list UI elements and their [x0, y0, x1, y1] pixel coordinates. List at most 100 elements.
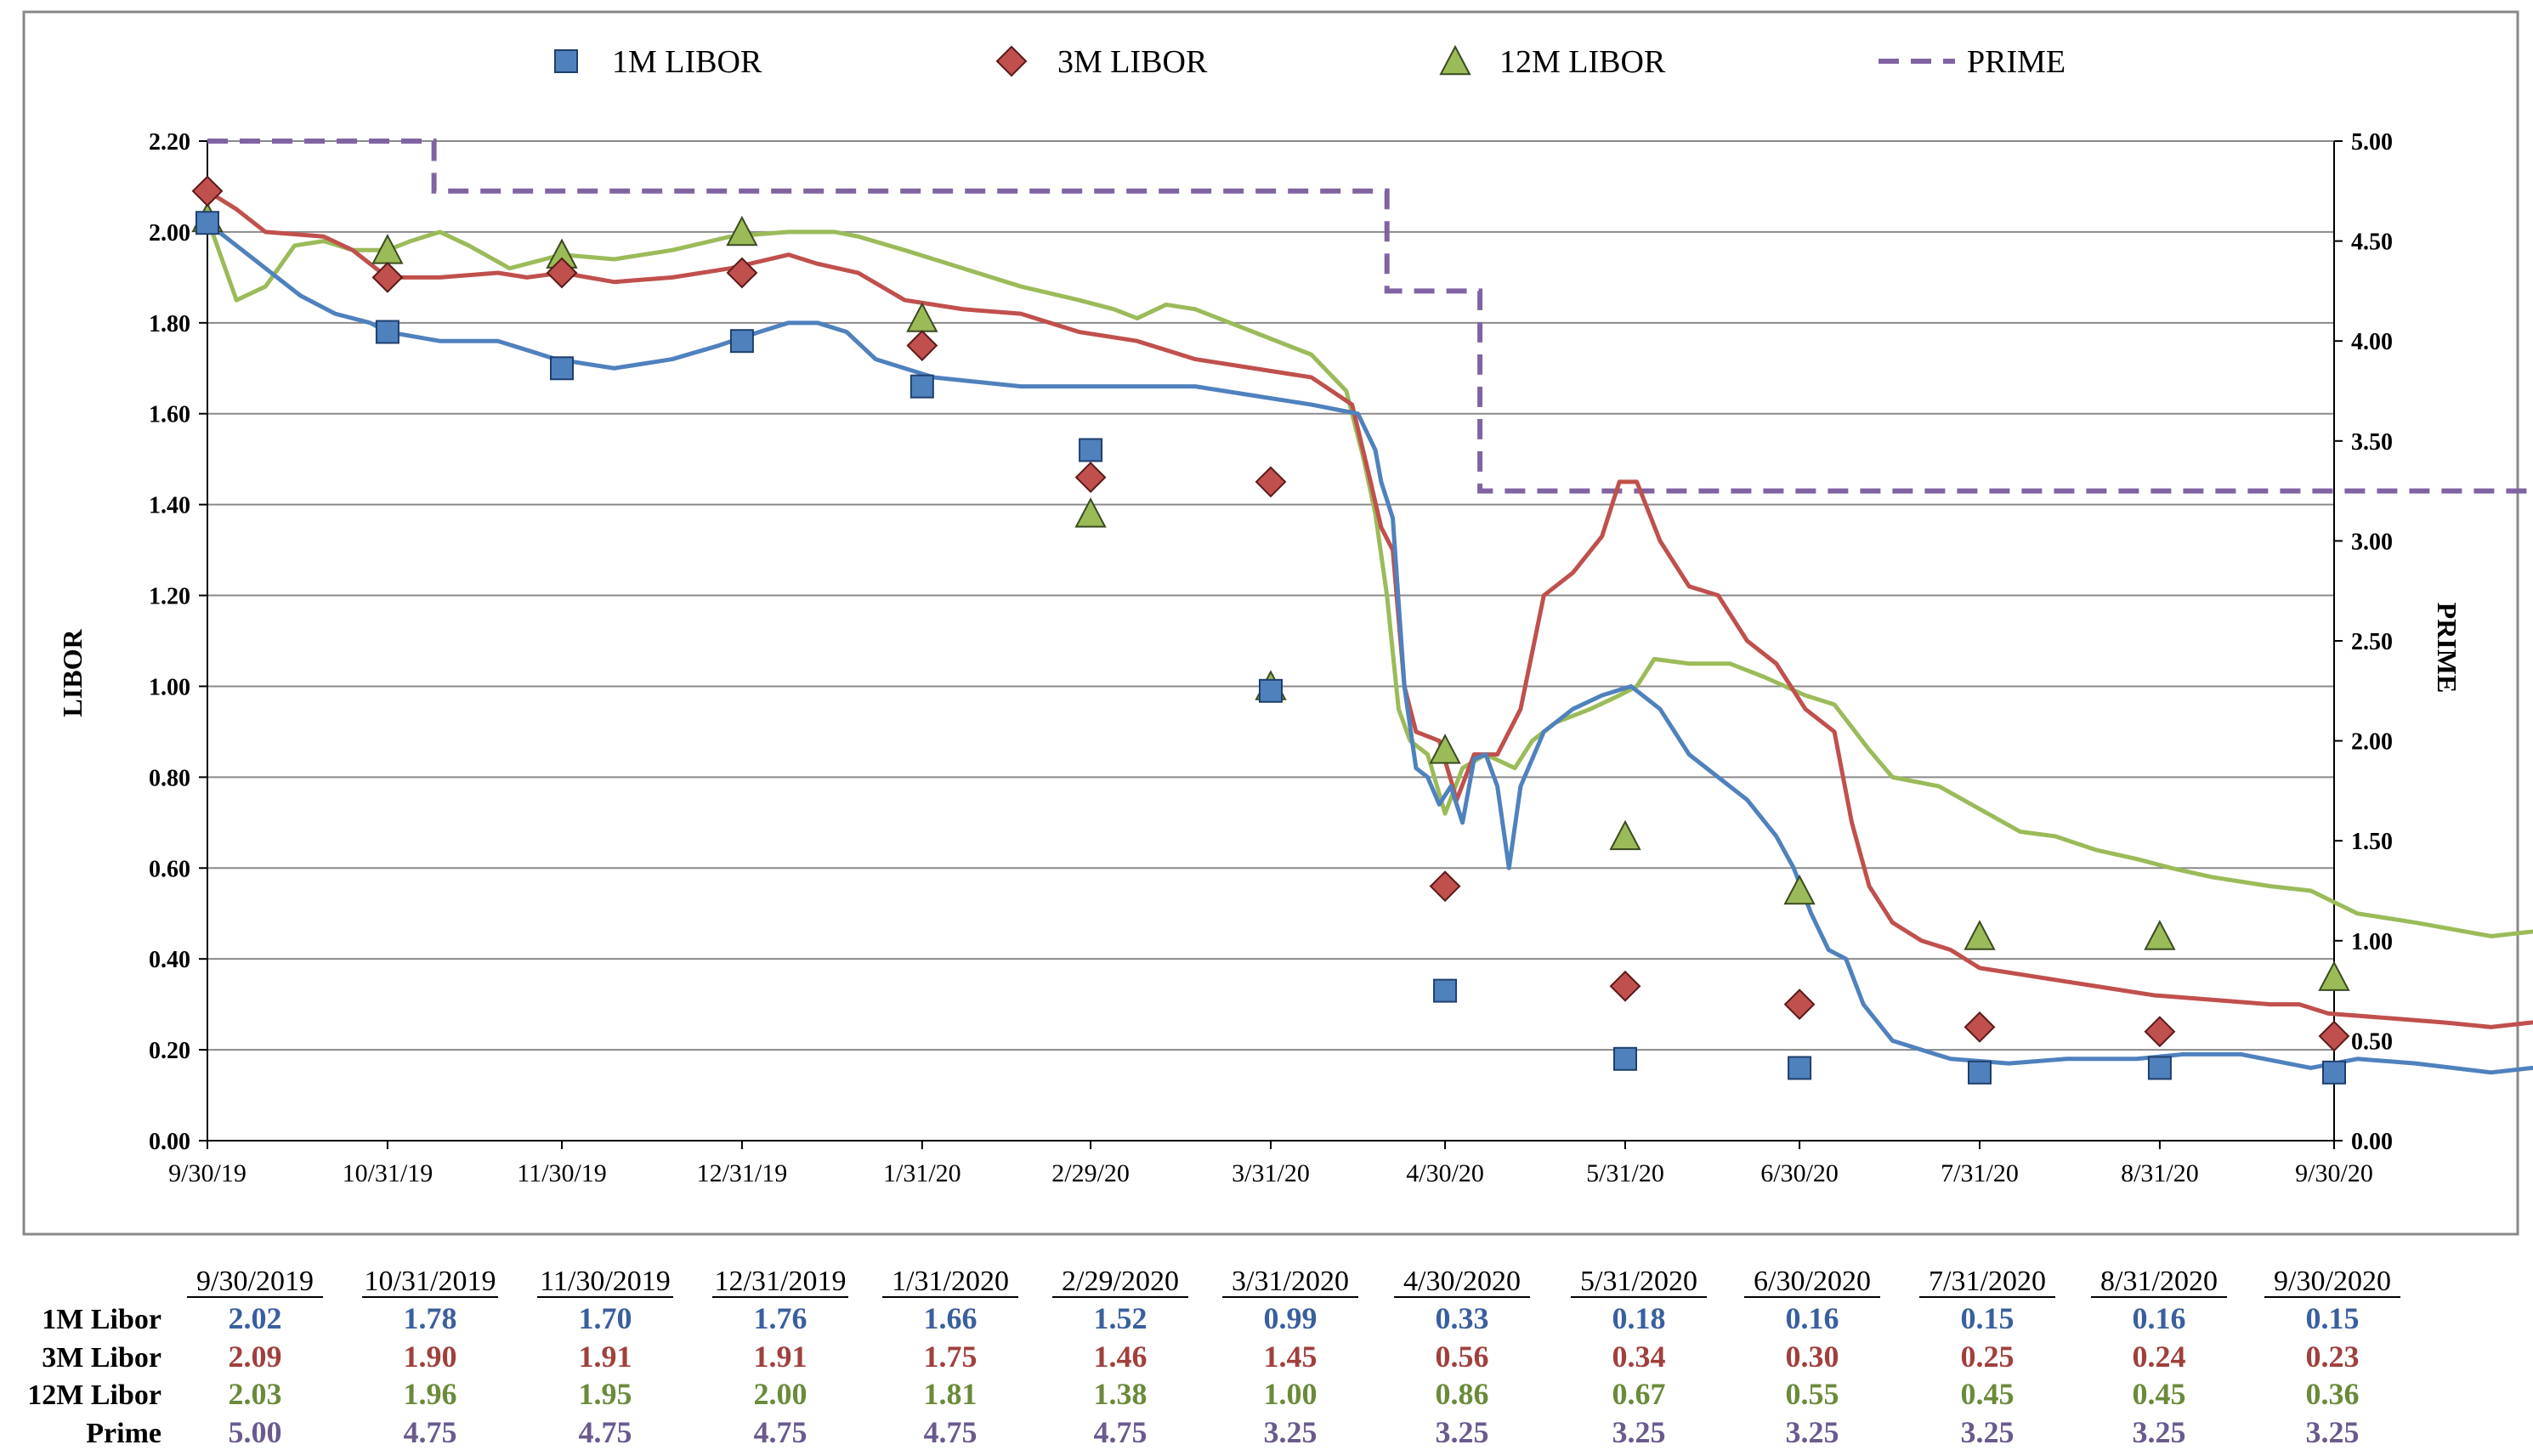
table-cell: 0.99 [1264, 1301, 1318, 1335]
table-cell: 0.55 [1786, 1377, 1839, 1411]
x-tick-label: 1/31/20 [883, 1159, 961, 1187]
table-cell: 1.46 [1094, 1340, 1148, 1374]
table-cell: 3.25 [2133, 1415, 2186, 1449]
table-row-label: 12M Libor [27, 1380, 162, 1411]
legend-label: 3M LIBOR [1057, 44, 1208, 80]
table-cell: 1.90 [404, 1340, 457, 1374]
table-cell: 1.91 [754, 1340, 808, 1374]
table-cell: 3.25 [1264, 1415, 1318, 1449]
y-right-tick-label: 1.50 [2351, 829, 2393, 855]
x-tick-label: 12/31/19 [697, 1159, 788, 1187]
table-cell: 1.91 [579, 1340, 632, 1374]
1m-libor-marker [1613, 1046, 1637, 1071]
x-tick-label: 7/31/20 [1941, 1159, 2019, 1187]
table-cell: 3.25 [2306, 1415, 2360, 1449]
table-cell: 1.76 [754, 1301, 808, 1335]
table-cell: 0.34 [1612, 1340, 1666, 1374]
y-left-tick-label: 0.20 [149, 1038, 190, 1064]
y-left-tick-label: 0.40 [149, 947, 190, 973]
y-left-tick-label: 2.20 [149, 129, 190, 156]
y-left-tick-label: 0.80 [149, 765, 190, 791]
x-tick-label: 11/30/19 [517, 1159, 607, 1187]
y-axis-left-title: LIBOR [57, 629, 88, 717]
table-cell: 0.16 [1786, 1301, 1839, 1335]
table-date-header: 9/30/2020 [2274, 1266, 2391, 1297]
table-cell: 4.75 [924, 1415, 978, 1449]
table-cell: 0.15 [1961, 1301, 2014, 1335]
12m-libor-marker [1609, 819, 1641, 851]
3m-libor-marker [2144, 1016, 2176, 1048]
table-cell: 0.23 [2306, 1340, 2360, 1374]
y-axis-right-title: PRIME [2432, 603, 2462, 694]
table-row-label: 3M Libor [42, 1342, 162, 1374]
table-cell: 1.81 [924, 1377, 978, 1411]
table-cell: 2.00 [754, 1377, 808, 1411]
legend-label: PRIME [1967, 44, 2066, 80]
y-right-tick-label: 3.00 [2351, 529, 2393, 555]
12m-libor-marker [2318, 960, 2350, 991]
table-cell: 4.75 [1094, 1415, 1148, 1449]
table-cell: 2.03 [229, 1377, 282, 1411]
data-table: 9/30/2019 10/31/2019 11/30/2019 12/31/2019 1… [27, 1266, 2400, 1449]
12m-libor-marker [2144, 920, 2176, 950]
y-right-tick-label: 3.50 [2351, 429, 2393, 456]
table-cell: 0.18 [1612, 1301, 1666, 1335]
legend-label: 1M LIBOR [612, 44, 762, 80]
table-cell: 1.38 [1094, 1377, 1148, 1411]
1m-libor-marker [910, 374, 934, 399]
x-tick-label: 6/30/20 [1760, 1159, 1839, 1187]
table-row-label: Prime [86, 1418, 162, 1449]
table-cell: 3.25 [1436, 1415, 1489, 1449]
table-date-header: 9/30/2019 [196, 1266, 314, 1297]
table-date-header: 3/31/2020 [1232, 1266, 1349, 1297]
y-left-tick-label: 1.60 [149, 402, 190, 428]
y-left-tick-label: 1.40 [149, 493, 190, 519]
table-date-header: 2/29/2020 [1062, 1266, 1179, 1297]
table-cell: 2.02 [229, 1301, 282, 1335]
12m-libor-marker [1074, 497, 1107, 528]
1m-libor-series-line [206, 221, 2533, 1075]
3m-libor-marker [191, 175, 224, 207]
12m-libor-marker [726, 215, 758, 246]
table-cell: 0.86 [1436, 1377, 1489, 1411]
3m-libor-marker [906, 330, 938, 361]
table-cell: 0.56 [1436, 1340, 1489, 1374]
table-cell: 0.36 [2306, 1377, 2360, 1411]
3m-libor-marker [1609, 970, 1641, 1002]
series-layer [205, 139, 2533, 1075]
table-cell: 0.24 [2133, 1340, 2186, 1374]
3m-libor-marker [1783, 989, 1816, 1021]
x-tick-label: 8/31/20 [2121, 1159, 2199, 1187]
table-cell: 1.00 [1264, 1377, 1318, 1411]
y-right-tick-label: 4.50 [2351, 229, 2393, 256]
1m-libor-marker [1079, 438, 1103, 462]
x-tick-label: 3/31/20 [1232, 1159, 1310, 1187]
table-cell: 3.25 [1961, 1415, 2014, 1449]
1m-libor-marker [2147, 1056, 2172, 1080]
12m-libor-series-line [205, 218, 2533, 938]
3m-libor-marker [546, 257, 578, 289]
x-tick-label: 9/30/20 [2295, 1159, 2373, 1187]
y-right-tick-label: 0.50 [2351, 1028, 2393, 1055]
x-tick-label: 10/31/19 [343, 1159, 434, 1187]
table-cell: 5.00 [229, 1415, 282, 1449]
table-cell: 0.45 [1961, 1377, 2014, 1411]
table-cell: 0.15 [2306, 1301, 2360, 1335]
y-left-tick-label: 0.60 [149, 856, 190, 882]
table-cell: 1.52 [1094, 1301, 1148, 1335]
12m-libor-marker [1429, 734, 1461, 764]
table-cell: 3.25 [1786, 1415, 1839, 1449]
3m-libor-marker [1074, 462, 1107, 493]
table-date-header: 10/31/2019 [365, 1266, 496, 1297]
y-left-tick-label: 1.80 [149, 311, 190, 337]
1m-libor-marker [375, 320, 400, 344]
table-cell: 0.45 [2133, 1377, 2186, 1411]
table-cell: 0.33 [1436, 1301, 1489, 1335]
table-date-header: 5/31/2020 [1580, 1266, 1697, 1297]
table-cell: 1.45 [1264, 1340, 1318, 1374]
y-right-tick-label: 2.50 [2351, 629, 2393, 655]
table-date-header: 4/30/2020 [1403, 1266, 1521, 1297]
1m-libor-marker [2322, 1060, 2346, 1085]
3m-libor-marker [1964, 1011, 1996, 1043]
1m-libor-marker [1259, 678, 1283, 703]
